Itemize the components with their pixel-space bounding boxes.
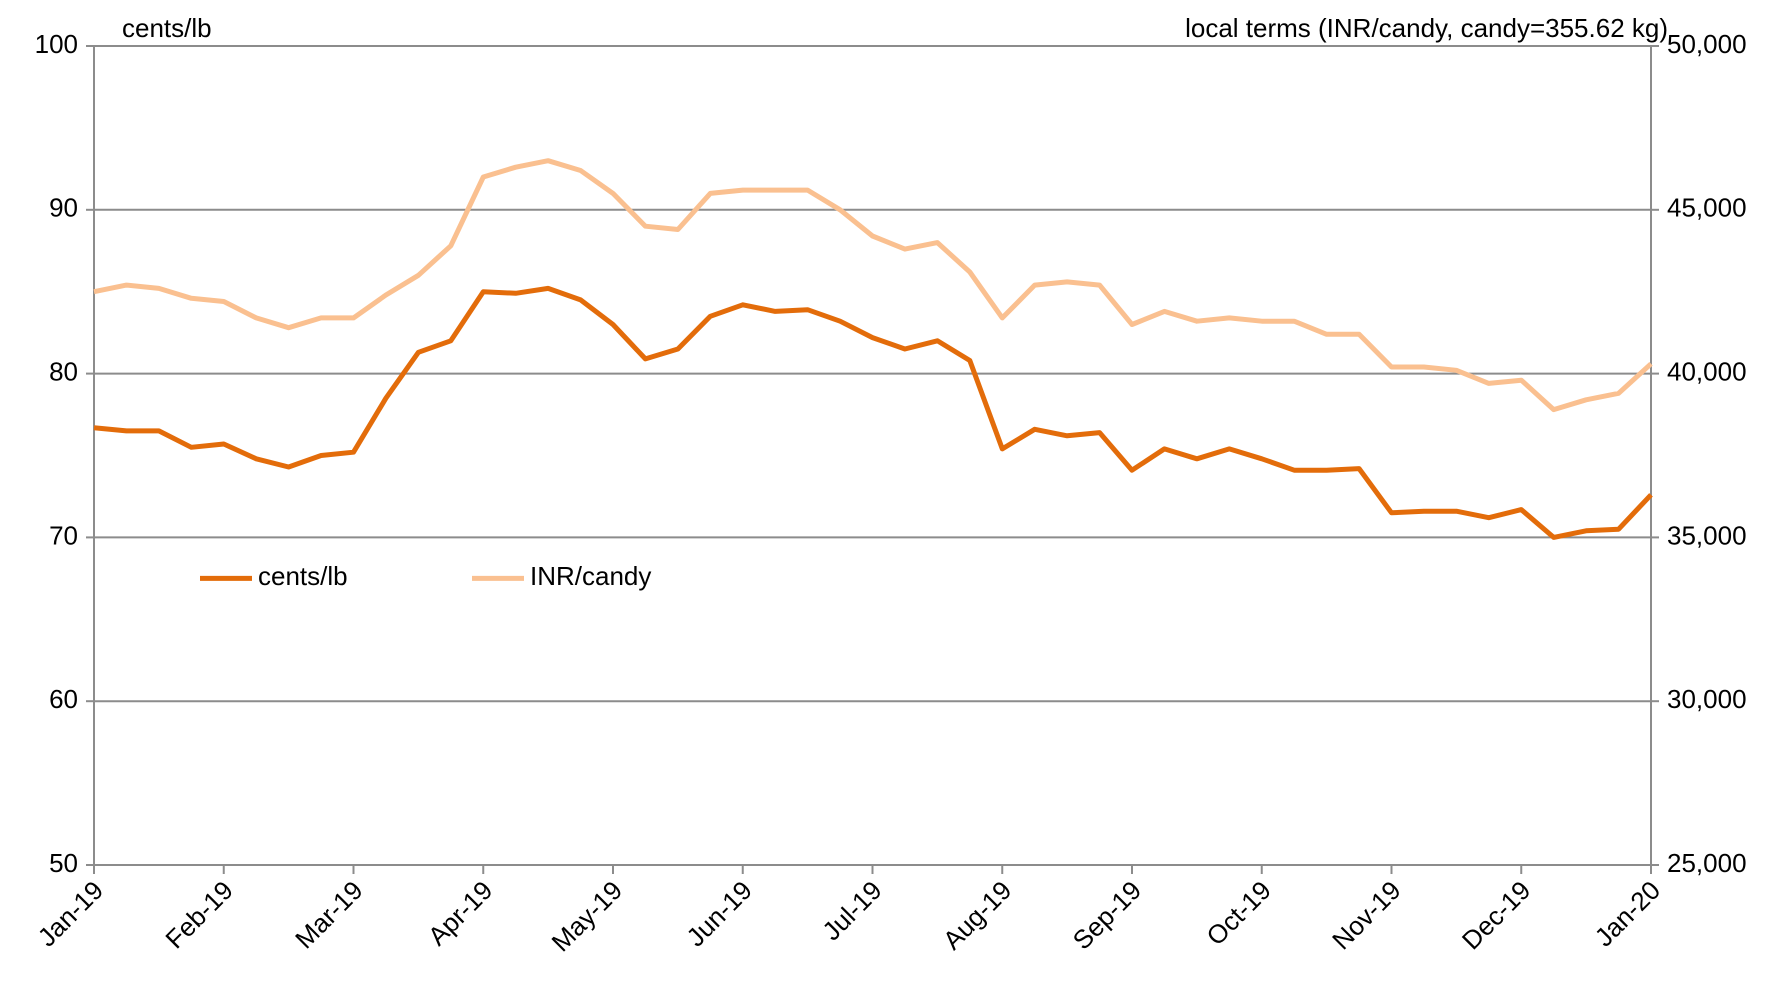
x-tick-label: Nov-19 [1326, 875, 1406, 955]
y-tick-label: 50 [49, 848, 78, 878]
series-line [93, 285, 1653, 540]
y2-tick-label: 50,000 [1667, 29, 1747, 59]
x-tick-label: May-19 [546, 875, 629, 958]
x-tick-label: Aug-19 [937, 875, 1017, 955]
x-tick-label: Dec-19 [1456, 875, 1536, 955]
x-tick-label: Jan-20 [1589, 875, 1666, 952]
y-axis-title: cents/lb [122, 13, 212, 43]
x-tick-label: Jul-19 [816, 875, 887, 946]
y2-tick-label: 25,000 [1667, 848, 1747, 878]
y2-tick-label: 45,000 [1667, 193, 1747, 223]
legend-label: INR/candy [530, 561, 651, 591]
series-line [93, 158, 1653, 413]
x-tick-label: Jan-19 [32, 875, 109, 952]
y-tick-label: 60 [49, 684, 78, 714]
y-tick-label: 90 [49, 193, 78, 223]
y-tick-label: 80 [49, 356, 78, 386]
x-tick-label: Feb-19 [159, 875, 238, 954]
y2-tick-label: 40,000 [1667, 356, 1747, 386]
y-tick-label: 100 [35, 29, 78, 59]
x-tick-label: Sep-19 [1067, 875, 1147, 955]
legend-label: cents/lb [258, 561, 348, 591]
y2-tick-label: 35,000 [1667, 520, 1747, 550]
y2-axis-title: local terms (INR/candy, candy=355.62 kg) [1185, 13, 1668, 43]
x-tick-label: Oct-19 [1200, 875, 1276, 951]
x-tick-label: Mar-19 [289, 875, 368, 954]
x-tick-label: Jun-19 [680, 875, 757, 952]
x-tick-label: Apr-19 [422, 875, 498, 951]
y2-tick-label: 30,000 [1667, 684, 1747, 714]
y-tick-label: 70 [49, 520, 78, 550]
